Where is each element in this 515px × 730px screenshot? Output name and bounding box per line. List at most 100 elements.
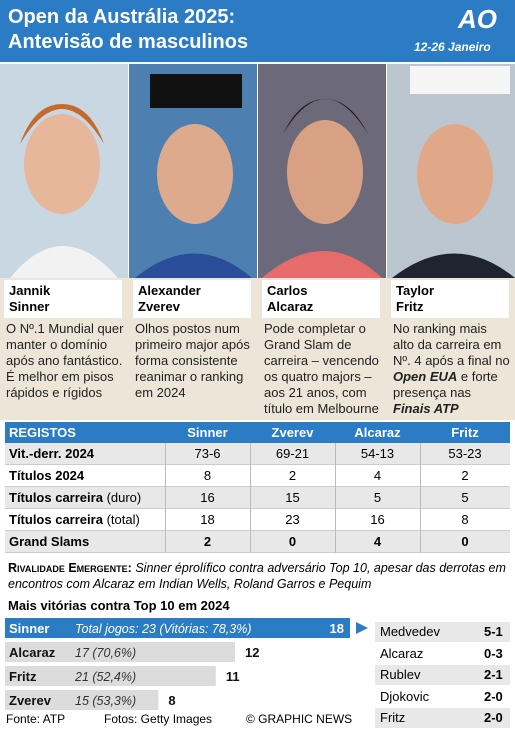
description: No ranking mais alto da carreira em Nº. … bbox=[393, 321, 511, 417]
header bbox=[0, 0, 515, 62]
cell: 4 bbox=[373, 468, 382, 483]
player-name: Taylor bbox=[396, 283, 435, 298]
h2h-opponent: Fritz bbox=[380, 710, 406, 725]
description-text: No ranking mais alto da carreira em Nº. … bbox=[393, 321, 510, 368]
description-text: Finais ATP bbox=[393, 401, 459, 416]
bar bbox=[5, 690, 159, 710]
col-sep bbox=[165, 443, 166, 465]
col-sep bbox=[335, 531, 336, 553]
top10-chart: Sinner Total jogos: 23 (Vitórias: 78,3%) 1… bbox=[5, 618, 368, 710]
rivalry: Rivalidade Emergente: Sinner éprolífico … bbox=[8, 560, 508, 592]
player-name: Sinner bbox=[9, 299, 50, 314]
col-sep bbox=[420, 487, 421, 509]
table-row bbox=[5, 465, 510, 487]
col-sep bbox=[165, 465, 166, 487]
col-sep bbox=[420, 531, 421, 553]
cell: 8 bbox=[461, 512, 469, 527]
bar-name: Alcaraz bbox=[9, 645, 56, 660]
h2h-row bbox=[375, 708, 510, 728]
col-sep bbox=[420, 465, 421, 487]
col-sep bbox=[420, 443, 421, 465]
title: Open da Austrália 2025: bbox=[8, 6, 236, 28]
bar-value: 8 bbox=[168, 693, 175, 708]
bar bbox=[5, 666, 216, 686]
col-sep bbox=[165, 531, 166, 553]
dates: 12-26 Janeiro bbox=[414, 40, 491, 54]
player-name: Carlos bbox=[267, 283, 308, 298]
bar-value: 18 bbox=[330, 621, 344, 636]
col-sep bbox=[420, 509, 421, 531]
source: Fonte: ATP bbox=[6, 712, 66, 726]
cell: 16 bbox=[370, 512, 385, 527]
cell: 15 bbox=[285, 490, 300, 505]
bar-value: 12 bbox=[245, 645, 259, 660]
cell: 23 bbox=[285, 512, 300, 527]
photos bbox=[0, 64, 515, 278]
top10-title: Mais vitórias contra Top 10 em 2024 bbox=[8, 598, 230, 613]
table-header: REGISTOS bbox=[9, 425, 76, 440]
h2h-row bbox=[375, 686, 510, 707]
table-header-bg bbox=[5, 422, 510, 443]
row-label: Títulos carreira (duro) bbox=[9, 490, 142, 505]
cell: 2 bbox=[203, 534, 212, 549]
col-sep bbox=[335, 465, 336, 487]
bar-name: Zverev bbox=[9, 693, 52, 708]
row-label: Títulos carreira (total) bbox=[9, 512, 140, 527]
title: Antevisão de masculinos bbox=[8, 31, 249, 53]
table-row bbox=[5, 509, 510, 531]
cell: 0 bbox=[461, 534, 469, 549]
table-row bbox=[5, 487, 510, 509]
bar-note: 21 (52,4%) bbox=[74, 670, 136, 684]
table-row bbox=[5, 443, 510, 465]
col-sep bbox=[335, 509, 336, 531]
row-label: Vit.-derr. 2024 bbox=[9, 446, 95, 461]
table-header: Fritz bbox=[451, 425, 479, 440]
h2h-record: 5-1 bbox=[484, 624, 503, 639]
h2h-row bbox=[375, 622, 510, 642]
rivalry-label: Rivalidade Emergente: bbox=[8, 561, 132, 575]
bar bbox=[5, 618, 350, 638]
cell: 5 bbox=[373, 490, 382, 505]
description: Pode completar o Grand Slam de carreira … bbox=[264, 321, 382, 417]
cell: 18 bbox=[200, 512, 215, 527]
name-card: Jannik Sinner bbox=[4, 280, 122, 318]
bar bbox=[5, 642, 235, 662]
col-sep bbox=[165, 509, 166, 531]
player-name: Fritz bbox=[396, 299, 424, 314]
bar-note: 17 (70,6%) bbox=[75, 646, 136, 660]
bar-name: Fritz bbox=[9, 669, 37, 684]
description-text: Olhos postos num primeiro major após for… bbox=[135, 321, 250, 400]
h2h-opponent: Alcaraz bbox=[380, 645, 424, 661]
cell: 73-6 bbox=[194, 446, 221, 461]
name-card: Alexander Zverev bbox=[133, 280, 251, 318]
pointer bbox=[356, 622, 368, 634]
row-label: Grand Slams bbox=[9, 534, 90, 549]
bar-name: Sinner bbox=[9, 621, 49, 636]
description: Olhos postos num primeiro major após for… bbox=[135, 321, 253, 401]
h2h-record: 2-0 bbox=[484, 688, 503, 704]
row-note: (total) bbox=[106, 512, 140, 527]
col-sep bbox=[250, 465, 251, 487]
table-header: Zverev bbox=[271, 425, 314, 440]
col-sep bbox=[165, 487, 166, 509]
cell: 8 bbox=[203, 468, 212, 483]
description-text: Pode completar o Grand Slam de carreira … bbox=[264, 321, 379, 416]
cell: 2 bbox=[288, 468, 297, 483]
cell: 4 bbox=[373, 534, 382, 549]
h2h-record: 2-0 bbox=[484, 710, 503, 725]
row-note: (duro) bbox=[106, 490, 142, 505]
bar-note: Total jogos: 23 (Vitórias: 78,3%) bbox=[75, 622, 252, 636]
col-sep bbox=[335, 487, 336, 509]
row-label: Títulos 2024 bbox=[9, 468, 85, 483]
description-text: Open EUA bbox=[393, 369, 458, 384]
rivalry-text: Sinner éprolífico contra adversário Top … bbox=[8, 561, 506, 591]
h2h-opponent: Rublev bbox=[380, 667, 421, 682]
description-text: O Nº.1 Mundial quer manter o domínio apó… bbox=[6, 321, 124, 400]
name-card: Taylor Fritz bbox=[391, 280, 509, 318]
player-name: Jannik bbox=[9, 283, 51, 298]
col-sep bbox=[250, 487, 251, 509]
photos-credit: Fotos: Getty Images bbox=[104, 712, 213, 726]
cell: 54-13 bbox=[360, 446, 395, 461]
player-name: Alexander bbox=[138, 283, 201, 298]
